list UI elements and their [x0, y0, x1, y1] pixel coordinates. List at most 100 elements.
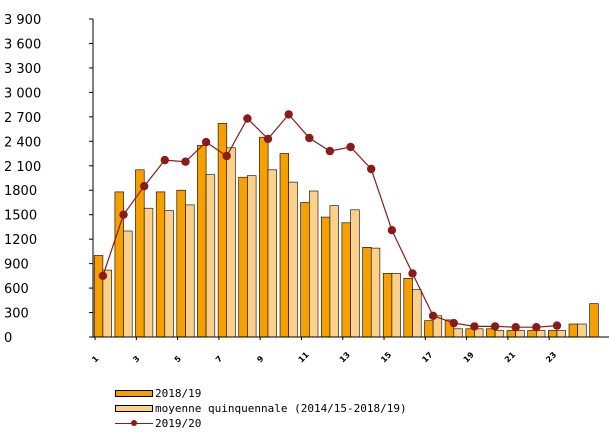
bar-series2-4 [164, 210, 174, 338]
line-point-9 [263, 134, 273, 144]
bar-series2-1 [102, 269, 112, 338]
y-tick-label-3600: 3 600 [4, 38, 41, 53]
bar-series1-10 [279, 153, 289, 338]
bar-series1-24 [568, 323, 578, 338]
axes-layer: 0 300 600 900 1200 1500 1800 2 100 2 400 2 700 3 0… [4, 13, 609, 364]
bar-series1-6 [197, 145, 207, 338]
bar-series1-9 [259, 136, 269, 338]
line-point-15 [387, 226, 397, 235]
bar-series1-8 [238, 176, 248, 338]
line-point-17 [428, 311, 438, 320]
bar-series1-15 [382, 273, 393, 338]
bar-series1-23 [547, 330, 558, 338]
line-layer [98, 110, 562, 332]
line-point-16 [408, 269, 417, 278]
bar-series2-14 [370, 247, 381, 338]
bar-series1-14 [362, 247, 372, 338]
bar-series1-17 [424, 320, 434, 338]
bar-series1-12 [320, 216, 331, 338]
x-tick-label-5: 5 [173, 354, 184, 365]
bar-series2-22 [535, 330, 546, 338]
bar-series1-11 [300, 202, 310, 338]
bar-series2-8 [247, 175, 257, 338]
x-tick-label-21: 21 [503, 350, 518, 365]
y-tick-label-3900: 3 900 [4, 13, 41, 28]
line-point-23 [552, 321, 562, 330]
line-point-19 [470, 322, 479, 331]
line-point-14 [367, 164, 376, 174]
x-tick-label-7: 7 [214, 354, 224, 364]
x-tick-label-1: 1 [90, 354, 101, 365]
y-tick-label-3000: 3 000 [4, 86, 41, 101]
bar-series2-23 [556, 330, 566, 338]
bar-series2-15 [391, 273, 401, 338]
y-tick-label-600: 600 [4, 282, 29, 297]
bar-series1-1 [93, 255, 104, 338]
legend-label-2018-19: 2018/19 [155, 387, 202, 400]
line-point-11 [305, 133, 314, 143]
y-tick-label-2400: 2 400 [4, 135, 41, 150]
bar-series1-4 [155, 191, 166, 338]
legend-swatch-2018-19 [115, 390, 153, 397]
bar-series2-6 [205, 174, 216, 338]
y-tick-label-1200: 1200 [4, 233, 37, 248]
y-tick-label-1500: 1500 [4, 209, 37, 224]
y-tick-label-900: 900 [4, 258, 29, 273]
line-point-10 [284, 110, 293, 119]
y-tick-label-0: 0 [4, 331, 12, 346]
bar-series1-5 [176, 189, 186, 338]
bar-series1-25 [589, 303, 599, 338]
line-point-1 [98, 271, 108, 280]
bar-series2-7 [226, 147, 236, 338]
bar-series2-5 [185, 204, 195, 338]
bar-series2-12 [329, 205, 339, 338]
y-tick-label-300: 300 [4, 307, 29, 322]
bars-layer [93, 123, 599, 338]
line-point-3 [140, 182, 149, 191]
bar-series2-13 [350, 209, 360, 338]
bar-series2-2 [123, 230, 133, 338]
x-tick-label-11: 11 [297, 350, 312, 365]
bar-series2-16 [412, 289, 422, 338]
line-point-22 [532, 323, 541, 332]
bar-series2-20 [494, 330, 505, 338]
y-tick-label-2100: 2 100 [4, 160, 41, 175]
bar-series2-18 [453, 328, 463, 338]
bar-series2-11 [308, 190, 319, 338]
legend-item-2018-19: 2018/19 [115, 386, 407, 401]
bar-series2-21 [515, 330, 525, 338]
x-tick-label-9: 9 [255, 354, 266, 365]
bar-series1-13 [341, 222, 351, 338]
legend-line-marker-icon [115, 419, 153, 428]
bar-series1-21 [506, 330, 516, 338]
line-point-4 [160, 155, 169, 165]
bar-series1-22 [527, 330, 537, 338]
legend-swatch-moyenne [115, 405, 153, 412]
legend-label-moyenne: moyenne quinquennale (2014/15-2018/19) [155, 402, 407, 415]
y-tick-label-3300: 3 300 [4, 62, 41, 77]
line-point-2 [119, 210, 128, 219]
bar-series2-10 [288, 181, 298, 338]
line-point-13 [346, 142, 355, 152]
line-point-21 [511, 323, 520, 332]
y-tick-label-1800: 1800 [4, 184, 37, 199]
x-tick-label-15: 15 [379, 350, 394, 365]
line-point-12 [325, 146, 335, 156]
x-tick-label-17: 17 [420, 350, 434, 364]
x-tick-label-23: 23 [544, 350, 558, 364]
x-tick-label-19: 19 [462, 350, 477, 365]
y-tick-label-2700: 2 700 [4, 111, 41, 126]
bar-series1-16 [403, 277, 413, 338]
legend-item-moyenne: moyenne quinquennale (2014/15-2018/19) [115, 401, 407, 416]
legend-item-2019-20: 2019/20 [115, 416, 407, 431]
bar-series2-3 [143, 207, 154, 338]
bar-series1-3 [135, 169, 145, 338]
line-point-8 [243, 114, 252, 123]
x-tick-label-3: 3 [131, 354, 141, 364]
x-tick-label-13: 13 [338, 350, 352, 364]
legend-label-2019-20: 2019/20 [155, 417, 202, 430]
line-point-5 [181, 157, 190, 166]
line-point-18 [449, 318, 458, 328]
